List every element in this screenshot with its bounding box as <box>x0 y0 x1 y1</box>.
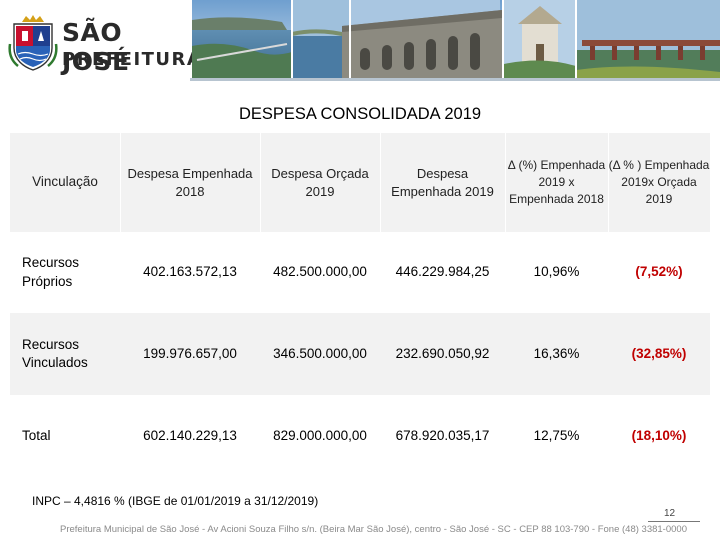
page-number-rule <box>648 521 700 522</box>
page-title: DESPESA CONSOLIDADA 2019 <box>238 105 482 123</box>
cell-delta-empenhada: 16,36% <box>533 345 580 361</box>
cell-delta-empenhada: 12,75% <box>533 427 580 443</box>
city-panorama-photo <box>192 0 720 78</box>
cell-delta-orcada: (7,52%) <box>635 264 683 280</box>
cell-empenhada-2018: 402.163.572,13 <box>143 264 237 280</box>
column-divider <box>505 133 506 232</box>
table-row-total: Total 602.140.229,13 829.000.000,00 678.… <box>10 395 710 477</box>
header-banner: SÃO JOSÉ PREFEITURA <box>0 0 720 82</box>
cell-vinculacao: Recursos Próprios <box>22 255 80 289</box>
cell-orcada-2019: 829.000.000,00 <box>273 427 367 443</box>
col-header-empenhada-2019: Despesa Empenhada 2019 <box>391 165 494 199</box>
cell-vinculacao: Recursos Vinculados <box>22 336 88 370</box>
col-header-delta-empenhada: Δ (%) Empenhada 2019 x Empenhada 2018 <box>507 158 606 206</box>
cell-empenhada-2019: 232.690.050,92 <box>395 345 490 361</box>
logo-city-name: SÃO JOSÉ <box>62 18 130 76</box>
page-number: 12 <box>664 508 676 519</box>
col-header-orcada-2019: Despesa Orçada 2019 <box>271 165 369 199</box>
cell-empenhada-2018: 602.140.229,13 <box>143 427 237 443</box>
cell-vinculacao: Total <box>22 427 51 443</box>
cell-delta-orcada: (18,10%) <box>631 427 687 443</box>
cell-delta-empenhada: 10,96% <box>533 264 580 280</box>
cell-orcada-2019: 346.500.000,00 <box>273 345 367 361</box>
table-row: Recursos Vinculados 199.976.657,00 346.5… <box>10 313 710 395</box>
col-header-vinculacao: Vinculação <box>32 174 98 190</box>
column-divider <box>380 133 381 232</box>
cell-empenhada-2019: 446.229.984,25 <box>395 264 490 280</box>
cell-empenhada-2019: 678.920.035,17 <box>395 427 490 443</box>
col-header-empenhada-2018: Despesa Empenhada 2018 <box>127 165 253 199</box>
header-divider <box>190 78 720 81</box>
logo-prefeitura: PREFEITURA <box>62 49 203 70</box>
column-divider <box>120 133 121 232</box>
cell-orcada-2019: 482.500.000,00 <box>273 264 367 280</box>
column-divider <box>260 133 261 232</box>
city-crest-icon <box>8 15 58 71</box>
cell-delta-orcada: (32,85%) <box>631 345 687 361</box>
column-divider <box>608 133 609 232</box>
col-header-delta-orcada: (Δ % ) Empenhada 2019x Orçada 2019 <box>608 158 710 206</box>
cell-empenhada-2018: 199.976.657,00 <box>143 345 237 361</box>
city-logo: SÃO JOSÉ PREFEITURA <box>8 14 201 76</box>
table-header-row: Vinculação Despesa Empenhada 2018 Despes… <box>10 133 710 232</box>
inpc-footnote: INPC – 4,4816 % (IBGE de 01/01/2019 a 31… <box>32 494 319 508</box>
footer-address: Prefeitura Municipal de São José - Av Ac… <box>60 524 687 535</box>
table-row: Recursos Próprios 402.163.572,13 482.500… <box>10 232 710 313</box>
